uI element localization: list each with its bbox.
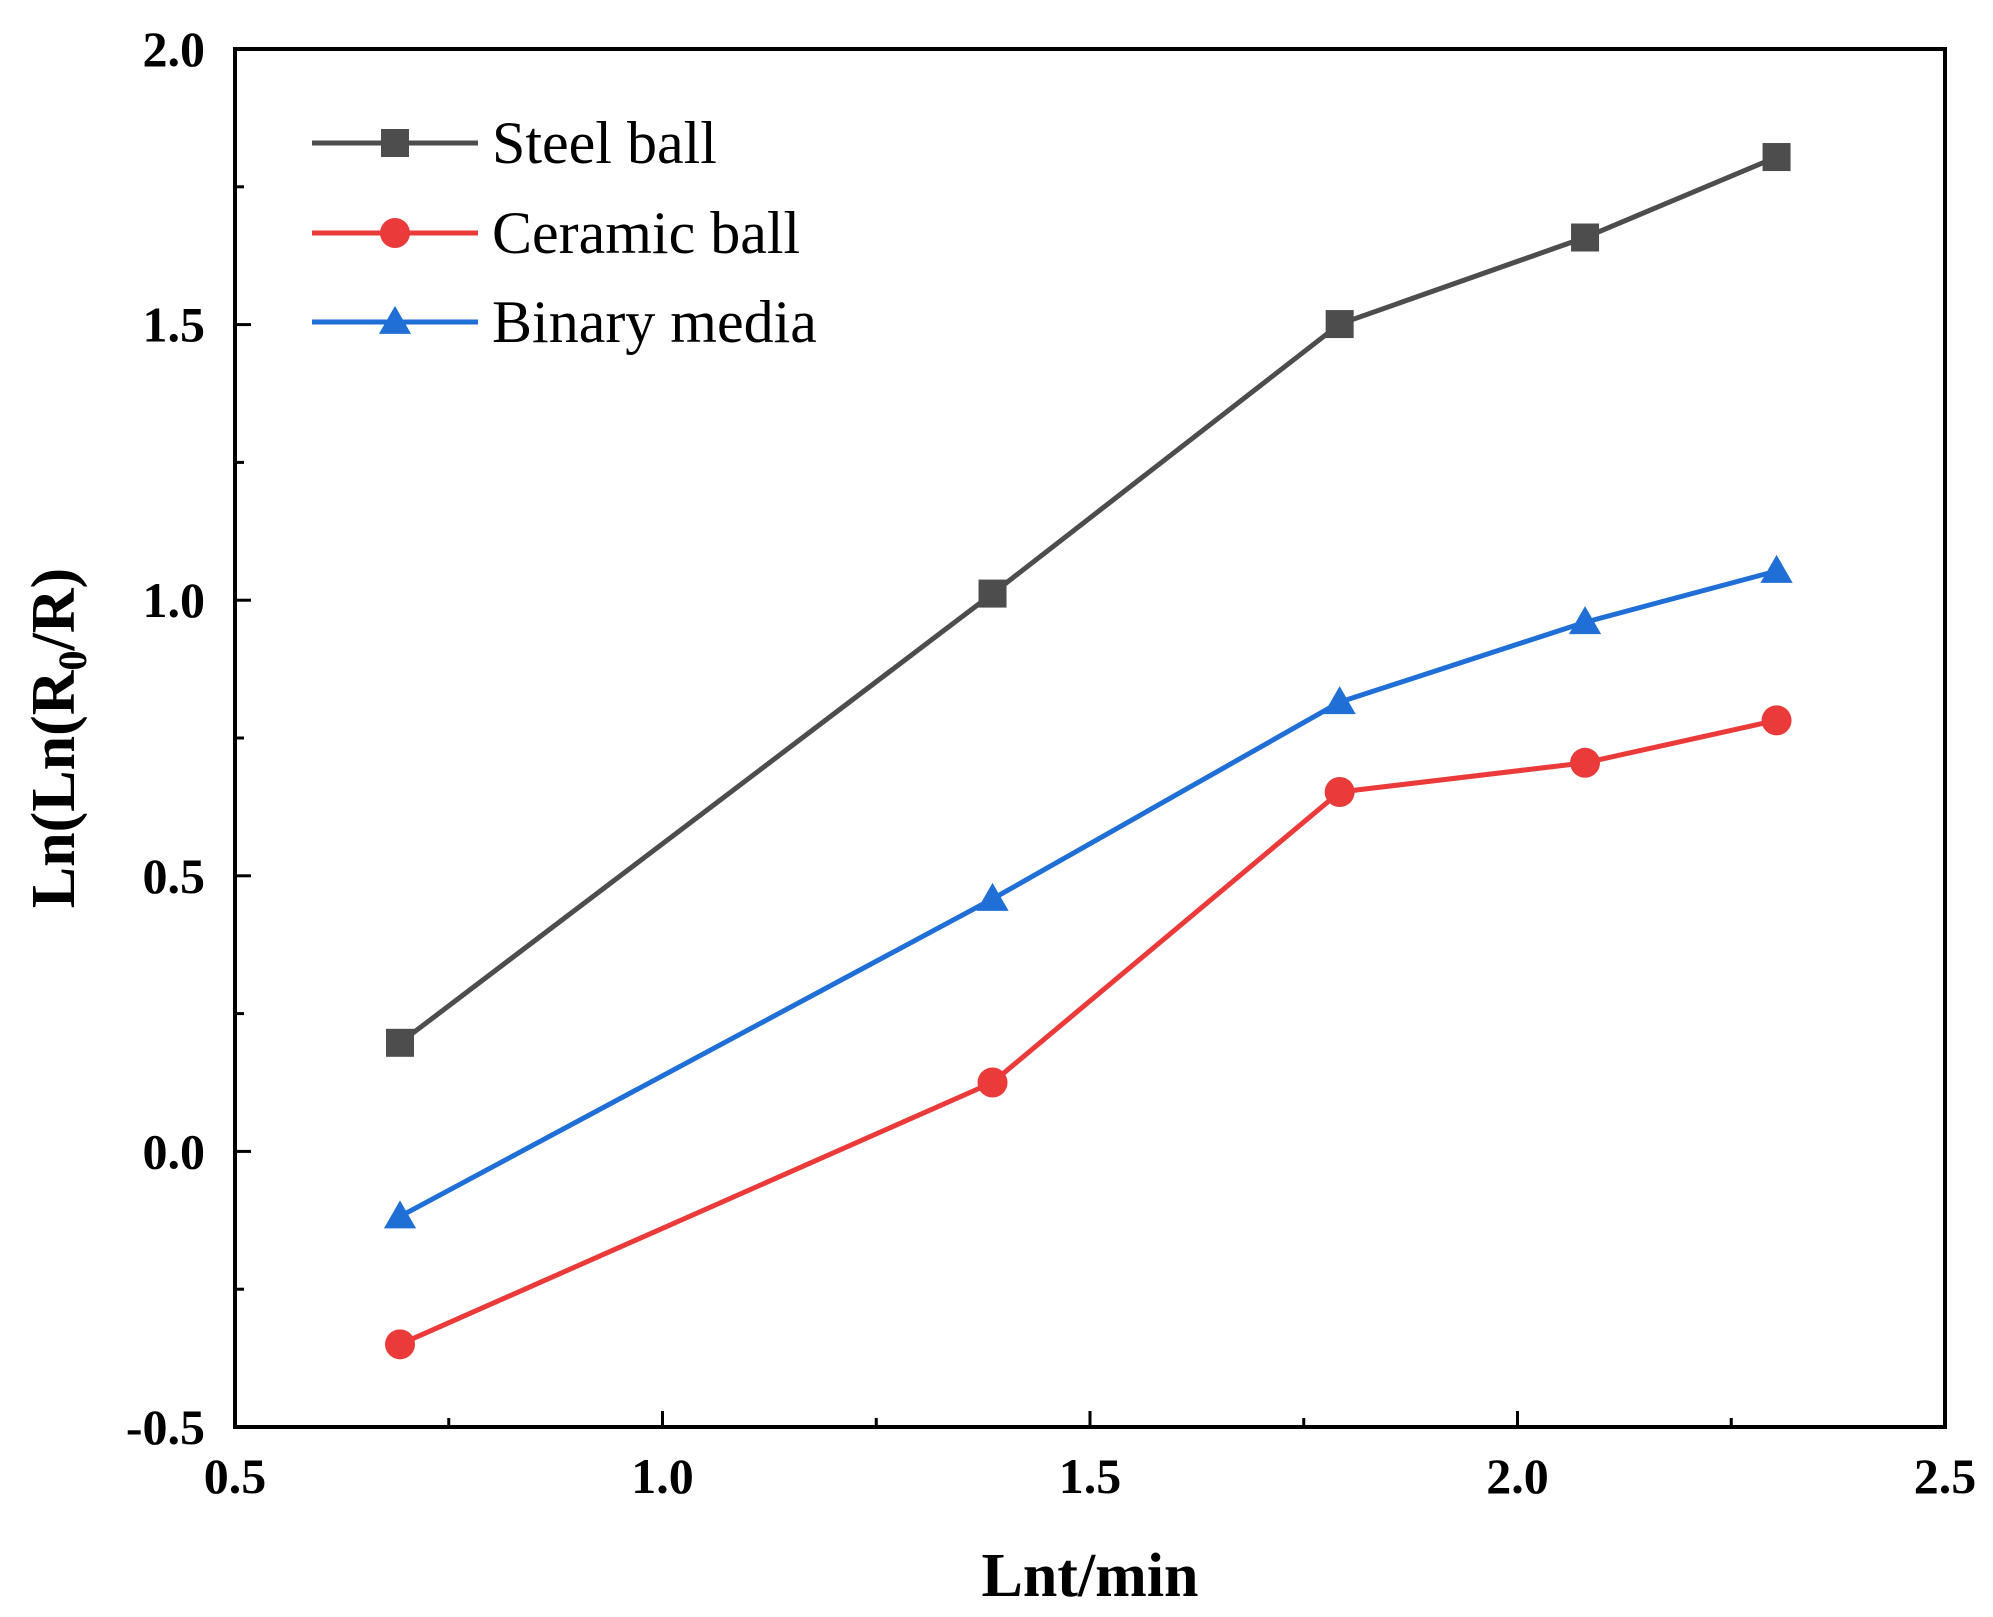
x-tick-label: 2.5 xyxy=(1914,1448,1977,1504)
data-point-binary-media xyxy=(1760,554,1793,583)
data-point-steel-ball xyxy=(978,579,1007,608)
data-point-ceramic-ball xyxy=(1570,747,1601,778)
data-point-ceramic-ball xyxy=(1324,777,1355,808)
data-point-ceramic-ball xyxy=(1761,705,1792,736)
data-point-steel-ball xyxy=(1325,310,1354,339)
y-axis-title-main: Ln(Ln(R xyxy=(20,669,88,908)
y-axis-title: Ln(Ln(R0/R) xyxy=(20,568,95,908)
y-tick-label: 1.0 xyxy=(143,572,206,628)
data-point-ceramic-ball xyxy=(385,1329,416,1360)
legend-marker-steel-ball xyxy=(381,129,409,157)
data-point-steel-ball xyxy=(386,1028,415,1057)
data-point-steel-ball xyxy=(1571,223,1600,252)
y-tick-label: 2.0 xyxy=(143,21,206,77)
data-point-binary-media xyxy=(1568,606,1602,635)
data-point-binary-media xyxy=(383,1200,417,1229)
y-tick-label: 0.5 xyxy=(143,848,206,904)
chart-marks xyxy=(383,143,1793,1360)
y-axis-title-subscript: 0 xyxy=(50,650,95,670)
legend-marker-binary-media xyxy=(378,305,412,334)
x-tick-label: 1.0 xyxy=(631,1448,694,1504)
legend-label-steel-ball: Steel ball xyxy=(492,110,717,176)
series-line-ceramic-ball xyxy=(399,717,1778,1347)
y-tick-label: -0.5 xyxy=(126,1399,205,1455)
y-tick-label: 1.5 xyxy=(143,297,206,353)
data-point-binary-media xyxy=(1323,686,1356,715)
y-tick-label: 0.0 xyxy=(143,1123,206,1179)
legend-marker-ceramic-ball xyxy=(380,218,410,248)
y-axis-title-tail: /R) xyxy=(20,568,88,652)
legend-label-binary-media: Binary media xyxy=(492,289,817,355)
x-axis-title: Lnt/min xyxy=(981,1542,1198,1610)
legend-label-ceramic-ball: Ceramic ball xyxy=(492,200,800,266)
x-tick-label: 2.0 xyxy=(1486,1448,1549,1504)
legend: Steel ball Ceramic ball Binary media xyxy=(312,110,817,355)
data-point-steel-ball xyxy=(1762,143,1791,172)
series-line-binary-media xyxy=(398,568,1778,1219)
data-point-binary-media xyxy=(976,882,1009,911)
x-tick-label: 0.5 xyxy=(204,1448,267,1504)
axis-ticks: 0.5 1.0 1.5 2.0 2.5 -0.5 0.0 0.5 1.0 1.5 2.0 xyxy=(126,21,1976,1504)
data-point-ceramic-ball xyxy=(977,1067,1008,1098)
x-tick-label: 1.5 xyxy=(1059,1448,1122,1504)
